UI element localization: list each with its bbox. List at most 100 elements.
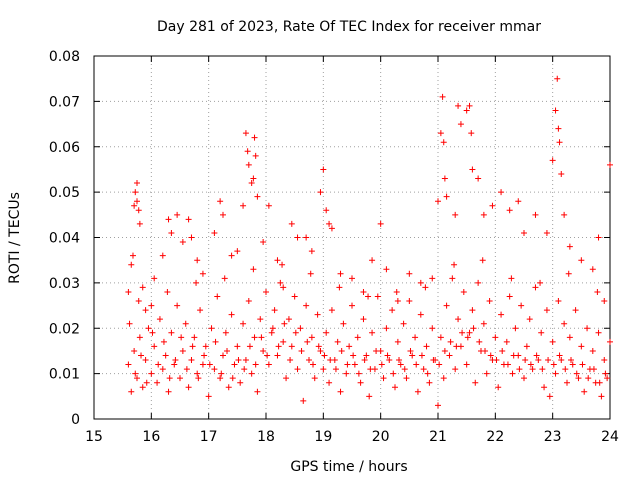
data-point <box>214 293 221 300</box>
data-point <box>509 370 516 377</box>
data-point <box>220 211 226 218</box>
data-point <box>131 347 138 354</box>
data-point <box>558 357 565 364</box>
data-point <box>581 388 588 395</box>
data-point <box>128 388 135 395</box>
data-point <box>455 316 462 323</box>
y-tick-label: 0.01 <box>49 367 80 383</box>
data-point <box>321 352 328 359</box>
data-point <box>274 352 281 359</box>
data-point <box>132 370 139 377</box>
data-point <box>459 329 466 336</box>
data-point <box>300 397 307 404</box>
data-point <box>585 375 592 382</box>
data-point <box>556 139 563 146</box>
data-point <box>202 343 209 350</box>
data-point <box>271 307 278 314</box>
data-point <box>545 357 552 364</box>
data-point <box>457 121 464 128</box>
data-point <box>349 302 355 309</box>
data-point <box>403 375 410 382</box>
data-point <box>349 275 355 282</box>
data-point <box>308 248 315 255</box>
data-point <box>503 338 510 345</box>
data-point <box>568 357 575 364</box>
data-point <box>589 266 596 273</box>
data-point <box>197 307 204 314</box>
data-point <box>135 207 142 214</box>
data-point <box>277 279 284 286</box>
data-point <box>138 352 145 359</box>
data-point <box>337 388 344 395</box>
data-point <box>151 343 158 350</box>
data-point <box>361 357 368 364</box>
data-point <box>446 352 453 359</box>
data-point <box>171 361 178 368</box>
data-point <box>412 334 419 341</box>
data-point <box>225 384 232 391</box>
y-tick-label: 0.04 <box>49 231 80 247</box>
data-point <box>455 102 462 109</box>
data-point <box>332 366 339 373</box>
data-point <box>453 343 460 350</box>
data-point <box>281 320 288 327</box>
x-tick-label: 23 <box>544 429 562 445</box>
data-point <box>518 302 525 309</box>
data-point <box>596 379 603 386</box>
data-point <box>201 352 208 359</box>
data-point <box>218 370 225 377</box>
data-point <box>595 234 602 241</box>
data-point <box>401 366 408 373</box>
data-point <box>129 252 136 259</box>
data-point <box>443 302 450 309</box>
data-point <box>172 357 179 364</box>
data-point <box>460 288 467 295</box>
data-point <box>250 266 257 273</box>
data-point <box>383 266 390 273</box>
data-point <box>565 270 572 277</box>
data-point <box>260 347 267 354</box>
data-point <box>495 384 502 391</box>
data-point <box>463 107 470 114</box>
data-point <box>526 316 533 323</box>
data-point <box>363 352 370 359</box>
data-point <box>480 211 487 218</box>
data-point <box>523 343 530 350</box>
data-point <box>194 370 201 377</box>
data-point <box>311 375 318 382</box>
data-point <box>604 375 611 382</box>
data-point <box>430 357 437 364</box>
data-point <box>148 302 155 309</box>
data-point <box>552 107 559 114</box>
data-point <box>366 393 373 400</box>
data-point <box>326 220 333 227</box>
data-point <box>303 302 310 309</box>
data-point <box>148 370 155 377</box>
data-point <box>269 325 276 332</box>
data-point <box>423 343 430 350</box>
y-tick-label: 0.02 <box>49 321 80 337</box>
x-tick-label: 20 <box>372 429 390 445</box>
data-point <box>561 211 568 218</box>
data-point <box>195 375 202 382</box>
data-point <box>191 334 198 341</box>
data-point <box>550 361 557 368</box>
data-point <box>469 307 476 314</box>
y-axis-label: ROTI / TECUs <box>7 192 23 284</box>
data-point <box>384 352 391 359</box>
data-point <box>527 361 534 368</box>
data-point <box>452 211 459 218</box>
data-point <box>555 125 562 132</box>
data-point <box>257 316 264 323</box>
data-point <box>466 329 473 336</box>
data-point <box>308 334 315 341</box>
data-point <box>217 375 224 382</box>
data-point <box>212 338 219 345</box>
data-point <box>598 393 605 400</box>
data-point <box>443 193 450 200</box>
data-point <box>280 338 287 345</box>
data-point <box>533 352 540 359</box>
data-point <box>323 329 330 336</box>
data-point <box>182 320 189 327</box>
